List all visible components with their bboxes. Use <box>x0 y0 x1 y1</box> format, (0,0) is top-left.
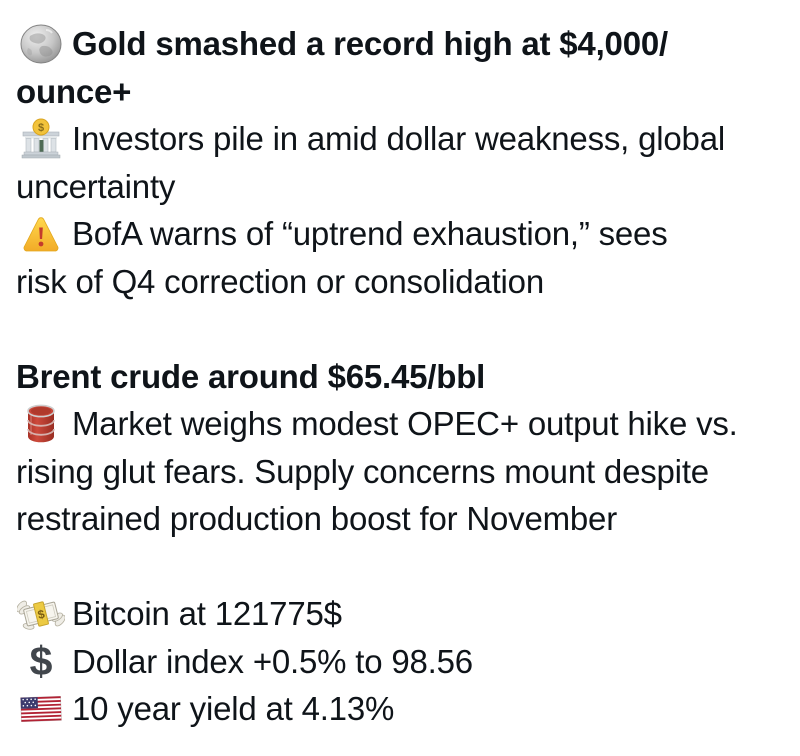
investors-text: Investors pile in amid dollar weakness, … <box>72 120 725 158</box>
gold-headline-text: Gold smashed a record high at $4,000/ <box>72 25 668 63</box>
coin-icon <box>16 21 66 67</box>
bitcoin-line: $ Bitcoin at 121775$ <box>16 590 784 638</box>
yield-text: 10 year yield at 4.13% <box>72 690 395 728</box>
us-flag-icon <box>16 686 66 732</box>
brent-headline-text: Brent crude around $65.45/bbl <box>16 357 486 395</box>
opec-line-3: restrained production boost for November <box>16 495 784 543</box>
opec-text-3: restrained production boost for November <box>16 500 617 538</box>
investors-text-2: uncertainty <box>16 167 176 205</box>
bofa-text: BofA warns of “uptrend exhaustion,” sees <box>72 215 668 253</box>
bank-dollar-glyph: $ <box>38 122 44 134</box>
blank-line <box>16 543 784 591</box>
bofa-text-2: risk of Q4 correction or consolidation <box>16 262 544 300</box>
news-post: Gold smashed a record high at $4,000/ ou… <box>16 20 784 733</box>
opec-text-2: rising glut fears. Supply concerns mount… <box>16 452 709 490</box>
bofa-line-1: BofA warns of “uptrend exhaustion,” sees <box>16 210 784 258</box>
gold-headline-text-2: ounce+ <box>16 72 132 110</box>
heavy-dollar-icon: $ <box>16 638 66 684</box>
warning-icon <box>16 211 66 257</box>
dollar-index-text: Dollar index +0.5% to 98.56 <box>72 642 473 680</box>
opec-line-1: Market weighs modest OPEC+ output hike v… <box>16 400 784 448</box>
yield-line: 10 year yield at 4.13% <box>16 685 784 733</box>
money-with-wings-icon: $ <box>16 591 66 637</box>
heavy-dollar-glyph: $ <box>29 637 53 684</box>
bank-icon: $ <box>16 116 66 162</box>
opec-line-2: rising glut fears. Supply concerns mount… <box>16 448 784 496</box>
brent-headline: Brent crude around $65.45/bbl <box>16 353 784 401</box>
bitcoin-text: Bitcoin at 121775$ <box>72 595 342 633</box>
bofa-line-2: risk of Q4 correction or consolidation <box>16 258 784 306</box>
opec-text-1: Market weighs modest OPEC+ output hike v… <box>72 405 738 443</box>
gold-headline-line-1: Gold smashed a record high at $4,000/ <box>16 20 784 68</box>
oil-drum-icon <box>16 401 66 447</box>
dollar-index-line: $ Dollar index +0.5% to 98.56 <box>16 638 784 686</box>
investors-line-1: $ Investors pile in amid dollar weakness… <box>16 115 784 163</box>
investors-line-2: uncertainty <box>16 163 784 211</box>
gold-headline-line-2: ounce+ <box>16 68 784 116</box>
blank-line <box>16 305 784 353</box>
money-band-dollar-glyph: $ <box>36 607 46 622</box>
